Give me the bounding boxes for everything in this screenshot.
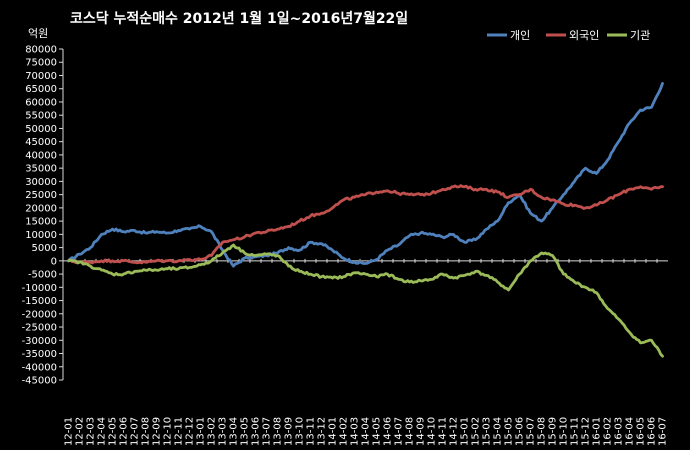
x-tick-label: 14-05 bbox=[372, 417, 383, 446]
y-tick-label: 0 bbox=[51, 256, 57, 267]
x-tick-label: 12-05 bbox=[108, 417, 119, 446]
x-tick-label: 12-01 bbox=[64, 417, 75, 446]
x-tick-label: 15-04 bbox=[493, 417, 504, 446]
legend-entry: 기관 bbox=[630, 29, 650, 42]
plot-lines bbox=[67, 82, 664, 358]
x-tick-label: 14-01 bbox=[328, 417, 339, 446]
x-tick-label: 12-02 bbox=[75, 417, 86, 446]
y-tick-label: -40000 bbox=[22, 362, 57, 373]
y-tick-label: 5000 bbox=[32, 243, 57, 254]
x-tick-label: 15-09 bbox=[548, 417, 559, 446]
x-tick-label: 12-12 bbox=[185, 417, 196, 446]
x-tick-label: 13-08 bbox=[273, 417, 284, 446]
x-tick-label: 15-03 bbox=[482, 417, 493, 446]
x-tick-label: 14-11 bbox=[438, 417, 449, 446]
legend-entry: 개인 bbox=[510, 29, 530, 42]
x-tick-label: 13-06 bbox=[251, 417, 262, 446]
y-tick-label: 15000 bbox=[25, 217, 57, 228]
x-tick-label: 12-11 bbox=[174, 417, 185, 446]
x-tick-label: 15-01 bbox=[460, 417, 471, 446]
x-tick-label: 13-01 bbox=[196, 417, 207, 446]
y-axis-unit-label: 억원 bbox=[28, 27, 48, 40]
x-tick-label: 13-09 bbox=[284, 417, 295, 446]
x-tick-label: 14-02 bbox=[339, 417, 350, 446]
x-tick-label: 12-09 bbox=[152, 417, 163, 446]
x-tick-label: 14-04 bbox=[361, 417, 372, 446]
legend: 개인 외국인 기관 bbox=[487, 29, 650, 42]
x-tick-label: 13-07 bbox=[262, 417, 273, 446]
x-tick-label: 13-05 bbox=[240, 417, 251, 446]
y-tick-labels: 8000075000700006500060000550005000045000… bbox=[22, 45, 57, 387]
y-tick-label: 75000 bbox=[25, 58, 57, 69]
legend-entry: 외국인 bbox=[569, 29, 599, 42]
series-line bbox=[67, 82, 664, 268]
y-tick-label: 55000 bbox=[25, 111, 57, 122]
x-tick-label: 12-04 bbox=[97, 417, 108, 446]
y-tick-label: 45000 bbox=[25, 137, 57, 148]
y-tick-label: 35000 bbox=[25, 164, 57, 175]
x-tick-label: 15-07 bbox=[526, 417, 537, 446]
x-tick-label: 14-07 bbox=[394, 417, 405, 446]
y-tick-label: -20000 bbox=[22, 309, 57, 320]
x-tick-label: 14-06 bbox=[383, 417, 394, 446]
x-tick-label: 12-06 bbox=[119, 417, 130, 446]
y-tick-label: -5000 bbox=[28, 270, 57, 281]
y-tick-label: 30000 bbox=[25, 177, 57, 188]
chart-title: 코스닥 누적순매수 2012년 1월 1일~2016년7월22일 bbox=[70, 10, 408, 27]
x-tick-label: 13-03 bbox=[218, 417, 229, 446]
x-tick-label: 12-08 bbox=[141, 417, 152, 446]
y-tick-label: 65000 bbox=[25, 84, 57, 95]
x-tick-label: 14-09 bbox=[416, 417, 427, 446]
x-tick-label: 13-11 bbox=[306, 417, 317, 446]
y-tick-label: -45000 bbox=[22, 376, 57, 387]
y-tick-label: 50000 bbox=[25, 124, 57, 135]
axes bbox=[59, 48, 668, 381]
x-tick-label: 16-07 bbox=[658, 417, 669, 446]
y-tick-label: 60000 bbox=[25, 97, 57, 108]
y-tick-label: 25000 bbox=[25, 190, 57, 201]
x-tick-label: 13-12 bbox=[317, 417, 328, 446]
x-tick-label: 12-07 bbox=[130, 417, 141, 446]
y-tick-label: -10000 bbox=[22, 283, 57, 294]
x-tick-label: 15-06 bbox=[515, 417, 526, 446]
x-tick-label: 16-02 bbox=[603, 417, 614, 446]
x-tick-label: 15-05 bbox=[504, 417, 515, 446]
x-tick-label: 13-04 bbox=[229, 417, 240, 446]
x-tick-label: 15-08 bbox=[537, 417, 548, 446]
y-tick-label: 70000 bbox=[25, 71, 57, 82]
y-tick-label: 20000 bbox=[25, 203, 57, 214]
x-tick-label: 15-11 bbox=[570, 417, 581, 446]
x-tick-label: 16-06 bbox=[647, 417, 658, 446]
x-tick-label: 13-02 bbox=[207, 417, 218, 446]
x-tick-label: 14-12 bbox=[449, 417, 460, 446]
x-tick-label: 14-08 bbox=[405, 417, 416, 446]
series-line bbox=[67, 184, 664, 265]
x-tick-label: 12-10 bbox=[163, 417, 174, 446]
x-tick-labels: 12-01 12-02 12-03 12-04 12-05 12-06 12-07 12-08… bbox=[64, 417, 669, 446]
x-tick-label: 13-10 bbox=[295, 417, 306, 446]
x-tick-label: 14-03 bbox=[350, 417, 361, 446]
x-tick-label: 14-10 bbox=[427, 417, 438, 446]
x-tick-label: 16-01 bbox=[592, 417, 603, 446]
y-tick-label: -25000 bbox=[22, 323, 57, 334]
x-tick-label: 16-05 bbox=[636, 417, 647, 446]
x-tick-label: 12-03 bbox=[86, 417, 97, 446]
x-tick-label: 16-03 bbox=[614, 417, 625, 446]
x-tick-label: 16-04 bbox=[625, 417, 636, 446]
y-tick-label: 80000 bbox=[25, 45, 57, 56]
x-tick-label: 15-10 bbox=[559, 417, 570, 446]
y-tick-label: -30000 bbox=[22, 336, 57, 347]
y-tick-label: -15000 bbox=[22, 296, 57, 307]
y-tick-label: 10000 bbox=[25, 230, 57, 241]
x-tick-label: 15-02 bbox=[471, 417, 482, 446]
y-tick-label: 40000 bbox=[25, 150, 57, 161]
y-tick-label: -35000 bbox=[22, 349, 57, 360]
series-line bbox=[67, 243, 664, 358]
x-tick-label: 15-12 bbox=[581, 417, 592, 446]
